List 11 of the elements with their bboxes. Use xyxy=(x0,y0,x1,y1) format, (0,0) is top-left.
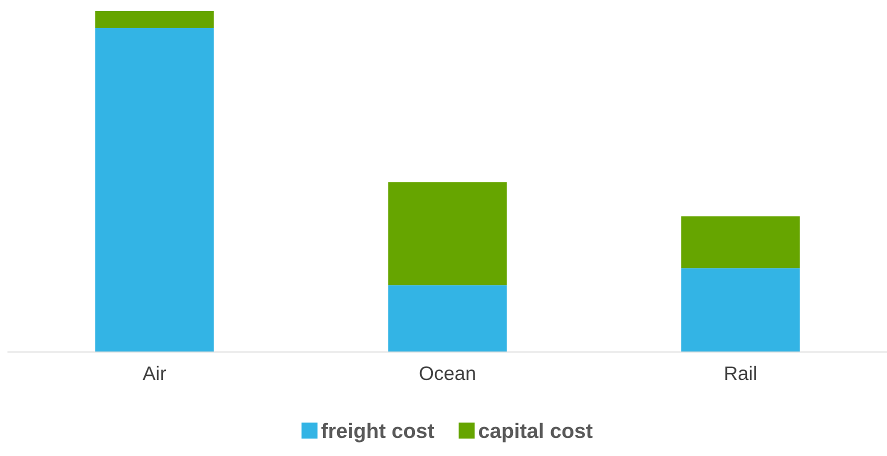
x-tick-label: Ocean xyxy=(420,366,475,380)
bar xyxy=(95,11,214,28)
bar xyxy=(681,216,800,268)
legend-label: freight cost xyxy=(321,422,434,442)
bar xyxy=(388,182,507,286)
legend-label: capital cost xyxy=(478,422,593,442)
x-tick-label: Air xyxy=(142,366,166,380)
bar xyxy=(681,268,800,352)
bar xyxy=(388,285,507,352)
x-tick-label: Rail xyxy=(725,366,756,380)
bar xyxy=(95,28,214,352)
